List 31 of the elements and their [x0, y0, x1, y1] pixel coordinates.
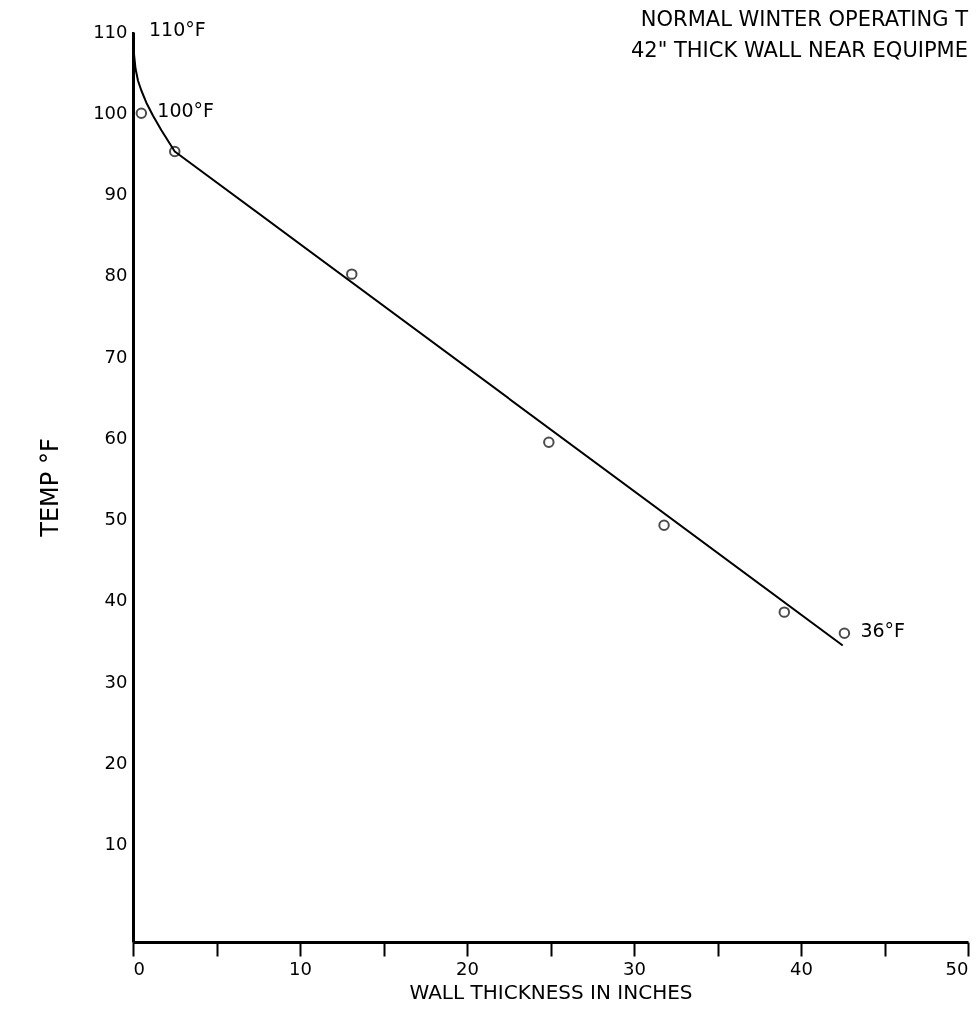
y-tick-label: 80	[104, 264, 128, 286]
y-tick-label: 60	[104, 426, 128, 448]
annotation: 100°F	[157, 99, 215, 122]
y-axis-title: TEMP °F	[36, 438, 65, 538]
point	[658, 519, 670, 531]
x-axis-title: WALL THICKNESS IN INCHES	[409, 979, 693, 1004]
point	[543, 436, 555, 449]
x-tick-label: 40	[790, 957, 813, 979]
y-tick-label: 70	[104, 345, 128, 367]
y-tick-label: 100	[93, 101, 128, 123]
point	[169, 145, 181, 158]
y-tick-label: 20	[104, 751, 128, 773]
y-tick-label: 90	[104, 183, 128, 204]
x-tick-label: 0	[133, 957, 145, 979]
x-tick-label: 30	[623, 957, 646, 979]
y-tick-label: 50	[104, 508, 128, 529]
x-tick-label: 50	[945, 957, 969, 979]
point	[778, 606, 791, 618]
point	[346, 268, 358, 280]
y-tick-label: 40	[104, 589, 128, 611]
point	[838, 627, 851, 639]
y-tick-label: 30	[104, 670, 128, 692]
y-tick-label: 110	[93, 20, 128, 42]
y-tick-label: 10	[104, 833, 128, 854]
chart-title: NORMAL WINTER OPERATING T	[640, 7, 969, 31]
annotation: 36°F	[860, 619, 906, 642]
chart-subtitle: 42" THICK WALL NEAR EQUIPME	[630, 38, 968, 62]
annotation: 110°F	[149, 18, 206, 40]
x-tick-label: 10	[289, 957, 312, 979]
x-tick-label: 20	[456, 957, 479, 979]
point	[135, 107, 148, 119]
